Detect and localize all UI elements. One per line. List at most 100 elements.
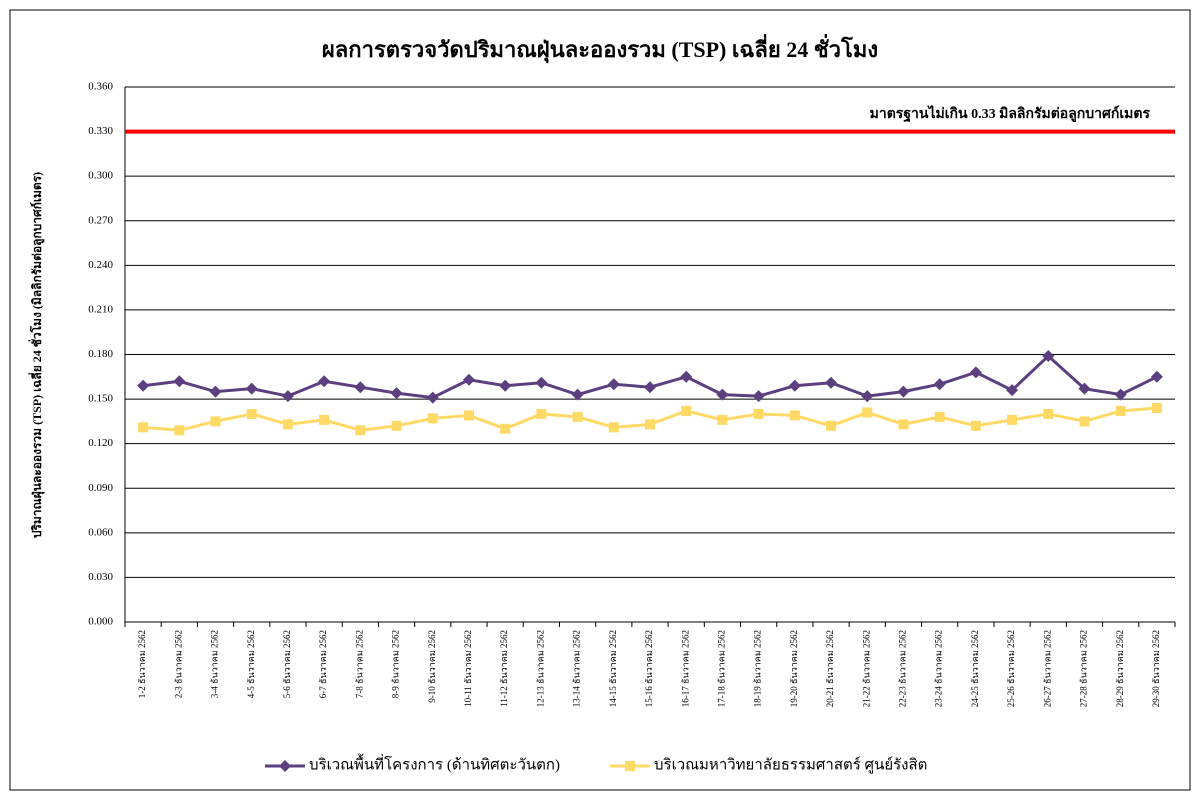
data-point <box>969 366 982 379</box>
x-tick-label: 25-26 ธันวาคม 2562 <box>1006 630 1016 707</box>
data-point <box>825 376 838 389</box>
data-point <box>862 407 873 418</box>
x-tick-label: 3-4 ธันวาคม 2562 <box>210 630 220 698</box>
y-axis-label: ปริมาณฝุ่นละอองรวม (TSP) เฉลี่ย 24 ชั่วโ… <box>28 172 45 538</box>
data-point <box>572 411 583 422</box>
data-point <box>897 385 910 398</box>
threshold-label: มาตรฐานไม่เกิน 0.33 มิลลิกรัมต่อลูกบาศก์… <box>870 104 1151 123</box>
data-point <box>174 425 185 436</box>
data-point <box>209 385 222 398</box>
data-point <box>354 381 367 394</box>
data-point <box>645 419 655 430</box>
data-point <box>752 390 765 403</box>
x-tick-label: 10-11 ธันวาคม 2562 <box>463 630 473 707</box>
data-point <box>644 381 656 394</box>
data-point <box>608 422 619 433</box>
x-tick-label: 9-10 ธันวาคม 2562 <box>427 630 437 703</box>
x-tick-label: 4-5 ธันวาคม 2562 <box>246 630 256 698</box>
y-tick-label: 0.180 <box>88 348 113 360</box>
data-point <box>861 390 874 403</box>
x-tick-label: 2-3 ธันวาคม 2562 <box>173 630 183 698</box>
data-point <box>933 378 946 391</box>
data-point <box>137 379 150 392</box>
data-point <box>535 376 548 389</box>
data-point <box>717 414 728 425</box>
data-point <box>753 408 764 419</box>
data-point <box>1150 370 1163 383</box>
x-tick-label: 24-25 ธันวาคม 2562 <box>970 630 980 707</box>
x-tick-label: 28-29 ธันวาคม 2562 <box>1115 630 1125 707</box>
data-point <box>391 420 402 431</box>
x-tick-label: 20-21 ธันวาคม 2562 <box>825 630 835 707</box>
data-point <box>716 388 729 401</box>
data-point <box>500 423 511 434</box>
data-point <box>898 419 909 430</box>
data-point <box>934 411 945 422</box>
x-tick-label: 29-30 ธันวาคม 2562 <box>1151 630 1161 707</box>
x-tick-label: 19-20 ธันวาคม 2562 <box>789 630 799 707</box>
data-point <box>1043 408 1054 419</box>
data-point <box>173 375 186 388</box>
data-point <box>281 390 294 403</box>
data-point <box>536 408 547 419</box>
x-tick-label: 6-7 ธันวาคม 2562 <box>318 630 328 698</box>
x-tick-label: 1-2 ธันวาคม 2562 <box>137 630 147 698</box>
data-point <box>355 425 366 436</box>
x-tick-label: 5-6 ธันวาคม 2562 <box>282 630 292 698</box>
chart-title: ผลการตรวจวัดปริมาณฝุ่นละอองรวม (TSP) เฉล… <box>322 33 878 64</box>
data-point <box>1078 382 1091 395</box>
data-point <box>826 420 837 431</box>
data-point <box>571 388 584 401</box>
y-tick-label: 0.150 <box>88 393 113 405</box>
y-tick-label: 0.210 <box>88 303 113 315</box>
x-tick-label: 15-16 ธันวาคม 2562 <box>644 630 654 707</box>
legend-marker <box>625 761 635 771</box>
data-point <box>319 414 330 425</box>
data-point <box>680 370 693 383</box>
data-point <box>427 413 438 424</box>
x-tick-label: 22-23 ธันวาคม 2562 <box>898 630 908 707</box>
data-point <box>970 420 981 431</box>
legend-label: บริเวณพื้นที่โครงการ (ด้านทิศตะวันตก) <box>309 753 560 773</box>
x-tick-label: 13-14 ธันวาคม 2562 <box>572 630 582 707</box>
data-point <box>390 387 403 400</box>
y-tick-label: 0.300 <box>88 170 113 182</box>
data-point <box>1006 384 1019 397</box>
x-tick-label: 8-9 ธันวาคม 2562 <box>391 630 401 698</box>
x-tick-label: 26-27 ธันวาคม 2562 <box>1042 630 1052 707</box>
y-tick-label: 0.360 <box>88 81 113 93</box>
data-point <box>463 410 474 421</box>
data-point <box>789 410 800 421</box>
data-point <box>246 408 257 419</box>
x-tick-label: 17-18 ธันวาคม 2562 <box>716 630 726 707</box>
data-point <box>462 373 475 386</box>
x-tick-label: 11-12 ธันวาคม 2562 <box>499 630 509 707</box>
y-tick-label: 0.060 <box>88 526 113 538</box>
legend-label: บริเวณมหาวิทยาลัยธรรมศาสตร์ ศูนย์รังสิต <box>654 756 927 773</box>
data-point <box>1042 349 1055 362</box>
data-point <box>426 391 439 404</box>
data-point <box>1115 405 1126 416</box>
y-tick-label: 0.240 <box>88 259 113 271</box>
x-tick-label: 16-17 ธันวาคม 2562 <box>680 630 690 707</box>
y-tick-label: 0.270 <box>88 214 113 226</box>
data-point <box>245 382 258 395</box>
data-point <box>1007 414 1018 425</box>
y-tick-label: 0.090 <box>88 482 113 494</box>
data-point <box>1079 416 1090 427</box>
y-tick-label: 0.030 <box>88 571 113 583</box>
data-point <box>138 422 149 433</box>
data-point <box>788 379 801 392</box>
x-tick-label: 7-8 ธันวาคม 2562 <box>354 630 364 698</box>
data-point <box>1114 388 1127 401</box>
data-point <box>1151 403 1162 413</box>
x-tick-label: 18-19 ธันวาคม 2562 <box>753 630 763 707</box>
chart-frame <box>9 9 1191 791</box>
x-tick-label: 21-22 ธันวาคม 2562 <box>861 630 871 707</box>
x-tick-label: 14-15 ธันวาคม 2562 <box>608 630 618 707</box>
y-tick-label: 0.120 <box>88 437 113 449</box>
data-point <box>282 419 293 430</box>
data-point <box>318 375 331 388</box>
